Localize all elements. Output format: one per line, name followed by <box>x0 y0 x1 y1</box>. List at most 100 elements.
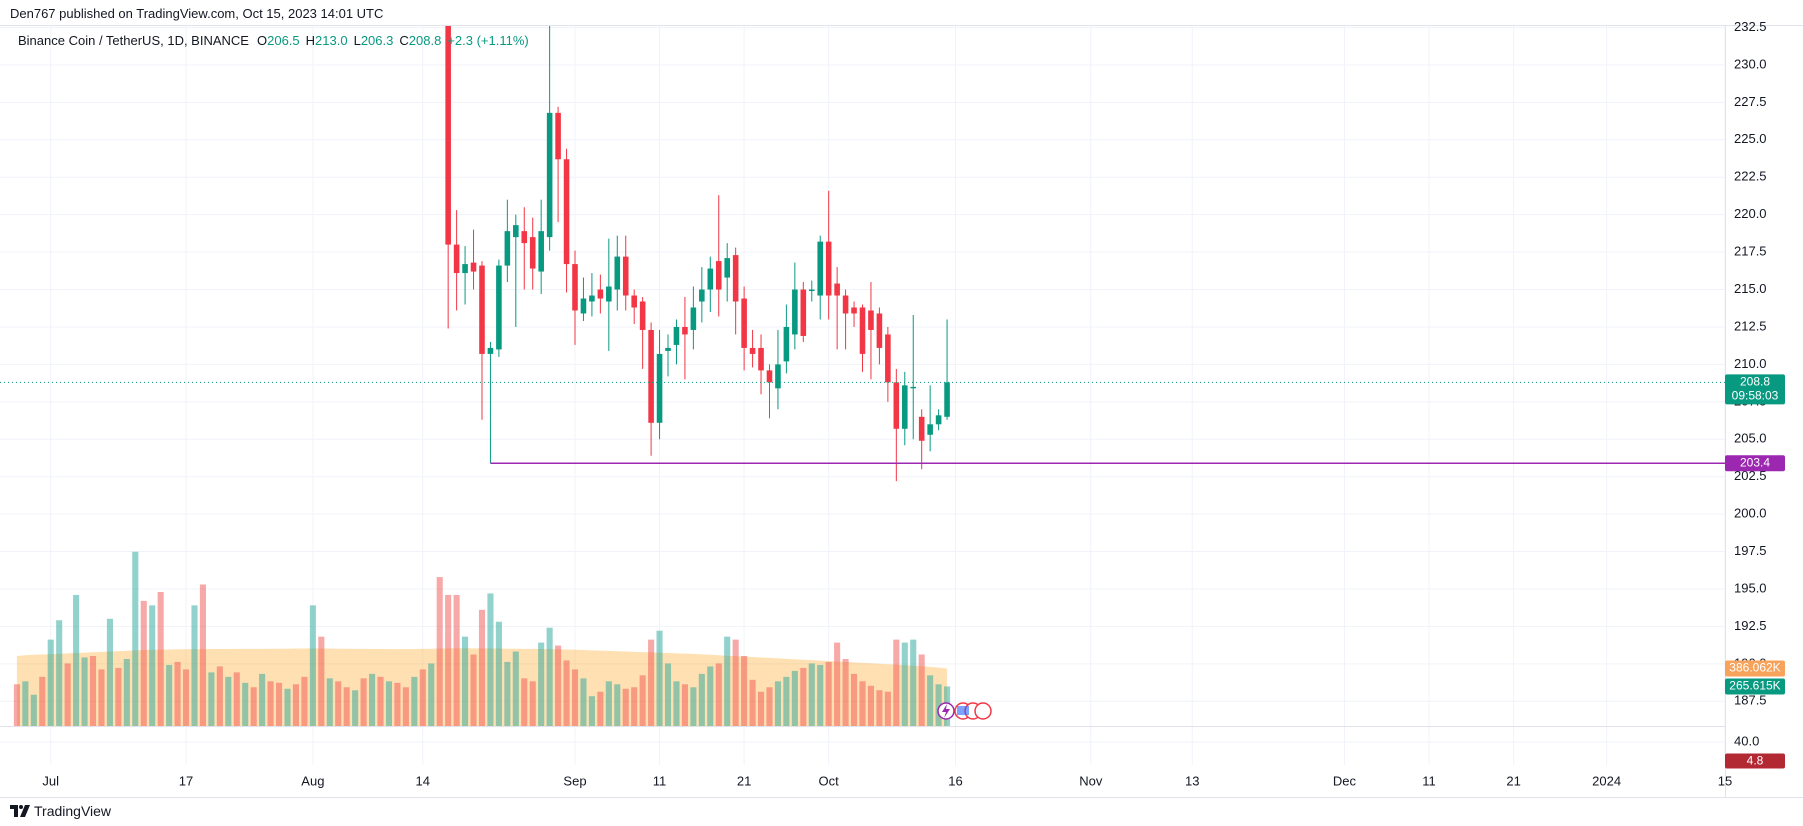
y-tick-label: 192.5 <box>1734 618 1767 633</box>
volume-bar <box>597 691 604 726</box>
volume-bar <box>715 663 722 726</box>
legend-key: C <box>399 33 409 48</box>
legend-key: L <box>353 33 361 48</box>
brand-logo <box>10 805 30 817</box>
candle-body <box>783 326 790 362</box>
volume-bar <box>22 681 29 726</box>
volume-bar <box>30 694 37 726</box>
volume-bar <box>216 666 223 726</box>
candle-body <box>724 258 730 278</box>
x-tick-label: 21 <box>737 773 751 788</box>
publish-header: Den767 published on TradingView.com, Oct… <box>10 6 384 21</box>
x-tick-label: 21 <box>1506 773 1520 788</box>
volume-bar <box>208 672 215 726</box>
flag-glyph <box>957 706 969 715</box>
volume-bar <box>504 661 511 726</box>
candle-body <box>868 310 874 330</box>
volume-bar <box>191 605 198 726</box>
candle-body <box>935 415 942 425</box>
candle-body <box>563 159 570 265</box>
volume-bar <box>631 687 638 726</box>
volume-bar <box>859 681 866 726</box>
volume-bar <box>724 636 731 726</box>
volume-bar <box>538 642 545 726</box>
volume-bar <box>622 688 629 726</box>
volume-bar <box>318 636 325 726</box>
volume-bar <box>681 684 688 726</box>
candle-body <box>699 289 705 302</box>
candle-body <box>589 295 595 302</box>
event-icon[interactable] <box>974 702 992 720</box>
candle-body <box>918 416 925 441</box>
candle-body <box>842 295 849 314</box>
volume-bar <box>56 620 63 726</box>
candle-body <box>741 298 747 348</box>
volume-bar <box>115 667 122 726</box>
x-tick-label: 16 <box>948 773 962 788</box>
volume-bar <box>445 594 452 726</box>
volume-bar <box>555 645 562 726</box>
volume-bar <box>309 605 316 726</box>
candle-body <box>944 382 950 417</box>
volume-bar <box>749 679 756 726</box>
footer: TradingView <box>10 803 111 819</box>
volume-bar <box>656 630 663 726</box>
y-tick-label: 200.0 <box>1734 506 1767 521</box>
y-tick-label: 202.5 <box>1734 468 1767 483</box>
candle-body <box>775 364 781 389</box>
volume-bar <box>13 684 20 726</box>
volume-bar <box>182 669 190 726</box>
x-tick-label: Jul <box>42 773 59 788</box>
candle-body <box>513 225 519 238</box>
volume-bar <box>580 678 587 726</box>
volume-bar <box>250 687 257 726</box>
symbol-title: Binance Coin / TetherUS, 1D, BINANCE <box>18 33 249 48</box>
x-tick-label: 13 <box>1185 773 1199 788</box>
volume-badge <box>1725 678 1785 695</box>
volume-bar <box>842 658 849 726</box>
volume-bar <box>402 687 409 726</box>
x-tick-label: 11 <box>1422 773 1436 788</box>
brand-name: TradingView <box>34 803 112 819</box>
volume-bar <box>893 639 900 726</box>
candle-body <box>529 237 536 269</box>
y-tick-label: 217.5 <box>1734 244 1767 259</box>
legend-value: 208.8 <box>408 33 442 48</box>
volume-bar <box>199 584 206 726</box>
candle-body <box>445 26 451 245</box>
y-tick-label: 195.0 <box>1734 580 1767 595</box>
legend-value: 206.3 <box>360 33 394 48</box>
candle-body <box>555 112 561 160</box>
price-badge <box>1725 374 1785 405</box>
x-tick-label: Oct <box>819 773 840 788</box>
x-tick-label: Nov <box>1079 773 1103 788</box>
x-tick-label: 15 <box>1718 773 1732 788</box>
candle-body <box>893 382 900 429</box>
volume-bar <box>335 681 342 726</box>
x-tick-label: 2024 <box>1592 773 1621 788</box>
volume-bar <box>394 682 401 726</box>
candle-body <box>690 307 697 330</box>
candle-body <box>614 256 621 290</box>
candle-body <box>800 289 807 336</box>
grid <box>0 26 1726 765</box>
legend-key: H <box>305 33 316 48</box>
x-tick-label: Dec <box>1333 773 1357 788</box>
candle-body <box>631 295 637 308</box>
y-tick-label: 225.0 <box>1734 131 1767 146</box>
volume-bar <box>453 594 460 726</box>
volume-bar <box>98 669 105 726</box>
volume-bar <box>225 676 232 726</box>
candle-body <box>521 231 528 244</box>
candle-body <box>538 231 544 272</box>
candle-body <box>496 265 502 350</box>
candle-body <box>682 326 688 335</box>
candle-body <box>825 241 832 296</box>
volume-bar <box>529 681 536 726</box>
candle-body <box>597 289 604 299</box>
y-tick-label: 227.5 <box>1734 94 1767 109</box>
candle-body <box>665 347 671 351</box>
candle-body <box>479 265 485 354</box>
